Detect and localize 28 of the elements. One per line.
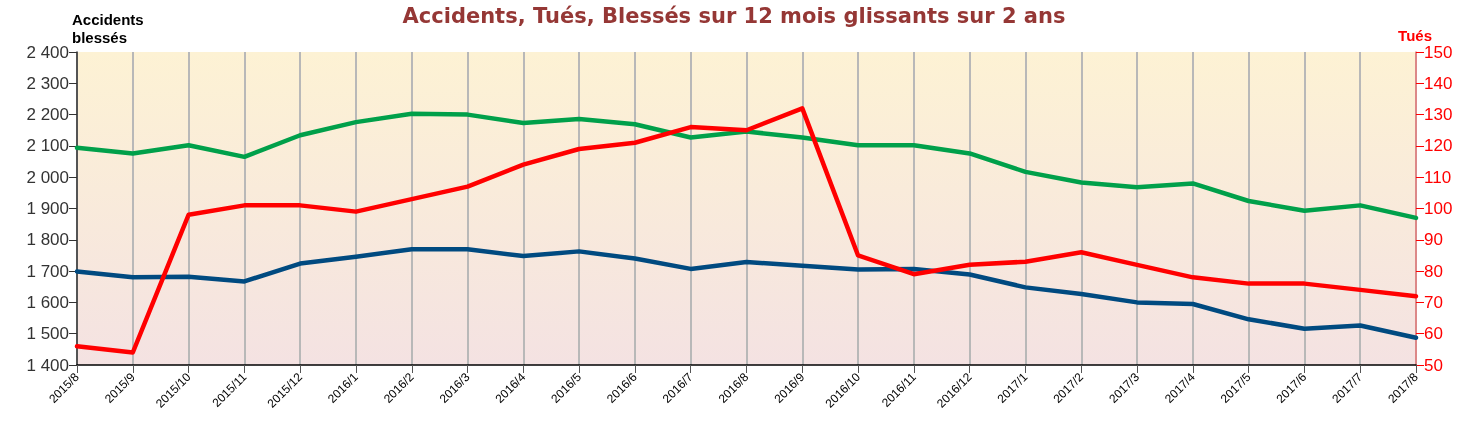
y-tick-label: 1 700 bbox=[26, 261, 69, 281]
y-tick-label: 2 100 bbox=[26, 136, 69, 156]
chart-title: Accidents, Tués, Blessés sur 12 mois glissants sur 2 ans bbox=[402, 3, 1066, 28]
y2-tick-label: 140 bbox=[1424, 73, 1453, 93]
y2-tick-label: 130 bbox=[1424, 105, 1453, 125]
y2-tick-label: 150 bbox=[1424, 42, 1453, 62]
y2-axis-title: Tués bbox=[1398, 27, 1433, 44]
y2-tick-label: 60 bbox=[1424, 324, 1443, 344]
y2-tick-label: 120 bbox=[1424, 136, 1453, 156]
line-series bbox=[74, 246, 1419, 341]
y-tick-label: 2 000 bbox=[26, 167, 69, 187]
y-tick-label: 1 400 bbox=[26, 355, 69, 375]
y-tick-label: 1 900 bbox=[26, 199, 69, 218]
y-axis-title: Accidents blessés bbox=[72, 10, 148, 46]
y2-tick-label: 90 bbox=[1424, 230, 1443, 250]
y2-tick-label: 50 bbox=[1424, 355, 1443, 375]
y-tick-label: 2 300 bbox=[26, 73, 69, 93]
y2-tick-label: 80 bbox=[1424, 261, 1443, 281]
y-tick-label: 2 200 bbox=[26, 105, 69, 125]
line-series bbox=[74, 111, 1419, 221]
line-series bbox=[74, 106, 1419, 355]
y2-tick-label: 70 bbox=[1424, 292, 1443, 312]
y-tick-label: 2 400 bbox=[26, 42, 69, 62]
y-tick-label: 1 800 bbox=[26, 230, 69, 250]
y2-tick-label: 100 bbox=[1424, 199, 1453, 218]
y-tick-label: 1 600 bbox=[26, 292, 69, 312]
y2-tick-label: 110 bbox=[1424, 167, 1452, 187]
y-tick-label: 1 500 bbox=[26, 324, 69, 344]
